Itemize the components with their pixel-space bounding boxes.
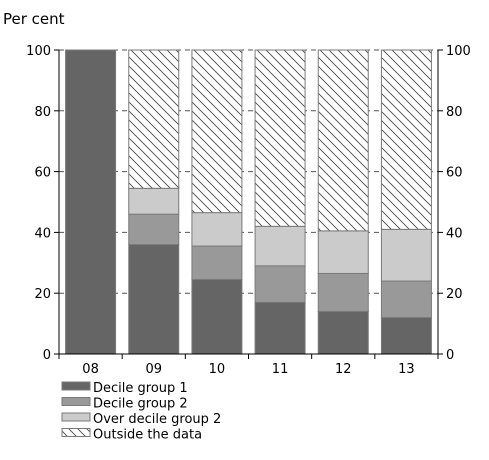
bar-09-series-4 <box>128 49 180 189</box>
bar-11-series-4 <box>254 49 306 227</box>
x-tick-label-08: 08 <box>82 362 99 377</box>
bar-11-series-1 <box>254 301 306 355</box>
legend-swatch-4 <box>61 428 91 437</box>
legend-swatch-3 <box>61 412 91 422</box>
y-tick-label-right-40: 40 <box>446 226 463 241</box>
bar-12-series-4 <box>317 49 369 232</box>
y-tick-label-left-0: 0 <box>43 348 51 363</box>
legend-label-3: Over decile group 2 <box>93 412 221 427</box>
x-tick-label-12: 12 <box>335 362 352 377</box>
bar-13-series-3 <box>380 228 432 282</box>
tick-labels: 0 0 20 20 40 40 60 60 80 80 100 100 08 09 10 11 12 13 <box>26 44 471 377</box>
y-tick-label-right-80: 80 <box>446 105 463 120</box>
y-tick-label-right-20: 20 <box>446 287 463 302</box>
bars <box>65 49 432 355</box>
y-tick-label-left-80: 80 <box>34 105 51 120</box>
legend-label-4: Outside the data <box>93 428 202 443</box>
bar-12-series-2 <box>317 272 369 312</box>
y-axis-label: Per cent <box>3 10 65 28</box>
bar-09-series-3 <box>128 187 180 215</box>
y-tick-label-right-60: 60 <box>446 166 463 181</box>
x-tick-label-10: 10 <box>209 362 226 377</box>
bar-12-series-3 <box>317 230 369 274</box>
y-tick-label-left-20: 20 <box>34 287 51 302</box>
y-tick-label-right-0: 0 <box>446 348 454 363</box>
y-tick-label-left-100: 100 <box>26 44 51 59</box>
legend-swatch-2 <box>61 397 91 406</box>
y-tick-label-left-60: 60 <box>34 166 51 181</box>
bar-10-series-2 <box>191 245 243 281</box>
legend-label-1: Decile group 1 <box>93 381 188 396</box>
y-tick-label-left-40: 40 <box>34 226 51 241</box>
bar-13-series-4 <box>380 49 432 230</box>
axes <box>54 49 443 359</box>
bar-10-series-4 <box>191 49 243 214</box>
grid-lines <box>59 49 438 294</box>
bar-10-series-3 <box>191 212 243 247</box>
legend-label-2: Decile group 2 <box>93 397 188 412</box>
y-tick-label-right-100: 100 <box>446 44 471 59</box>
bar-10-series-1 <box>191 279 243 355</box>
x-tick-label-09: 09 <box>145 362 162 377</box>
bar-09-series-1 <box>128 244 180 355</box>
bar-13-series-1 <box>380 317 432 355</box>
bar-08-series-1 <box>65 49 117 355</box>
legend-swatch-1 <box>61 381 91 391</box>
x-tick-label-11: 11 <box>272 362 289 377</box>
bar-12-series-1 <box>317 310 369 355</box>
x-tick-label-13: 13 <box>398 362 415 377</box>
bar-11-series-3 <box>254 225 306 267</box>
bar-11-series-2 <box>254 265 306 303</box>
bar-09-series-2 <box>128 213 180 246</box>
bar-13-series-2 <box>380 280 432 319</box>
